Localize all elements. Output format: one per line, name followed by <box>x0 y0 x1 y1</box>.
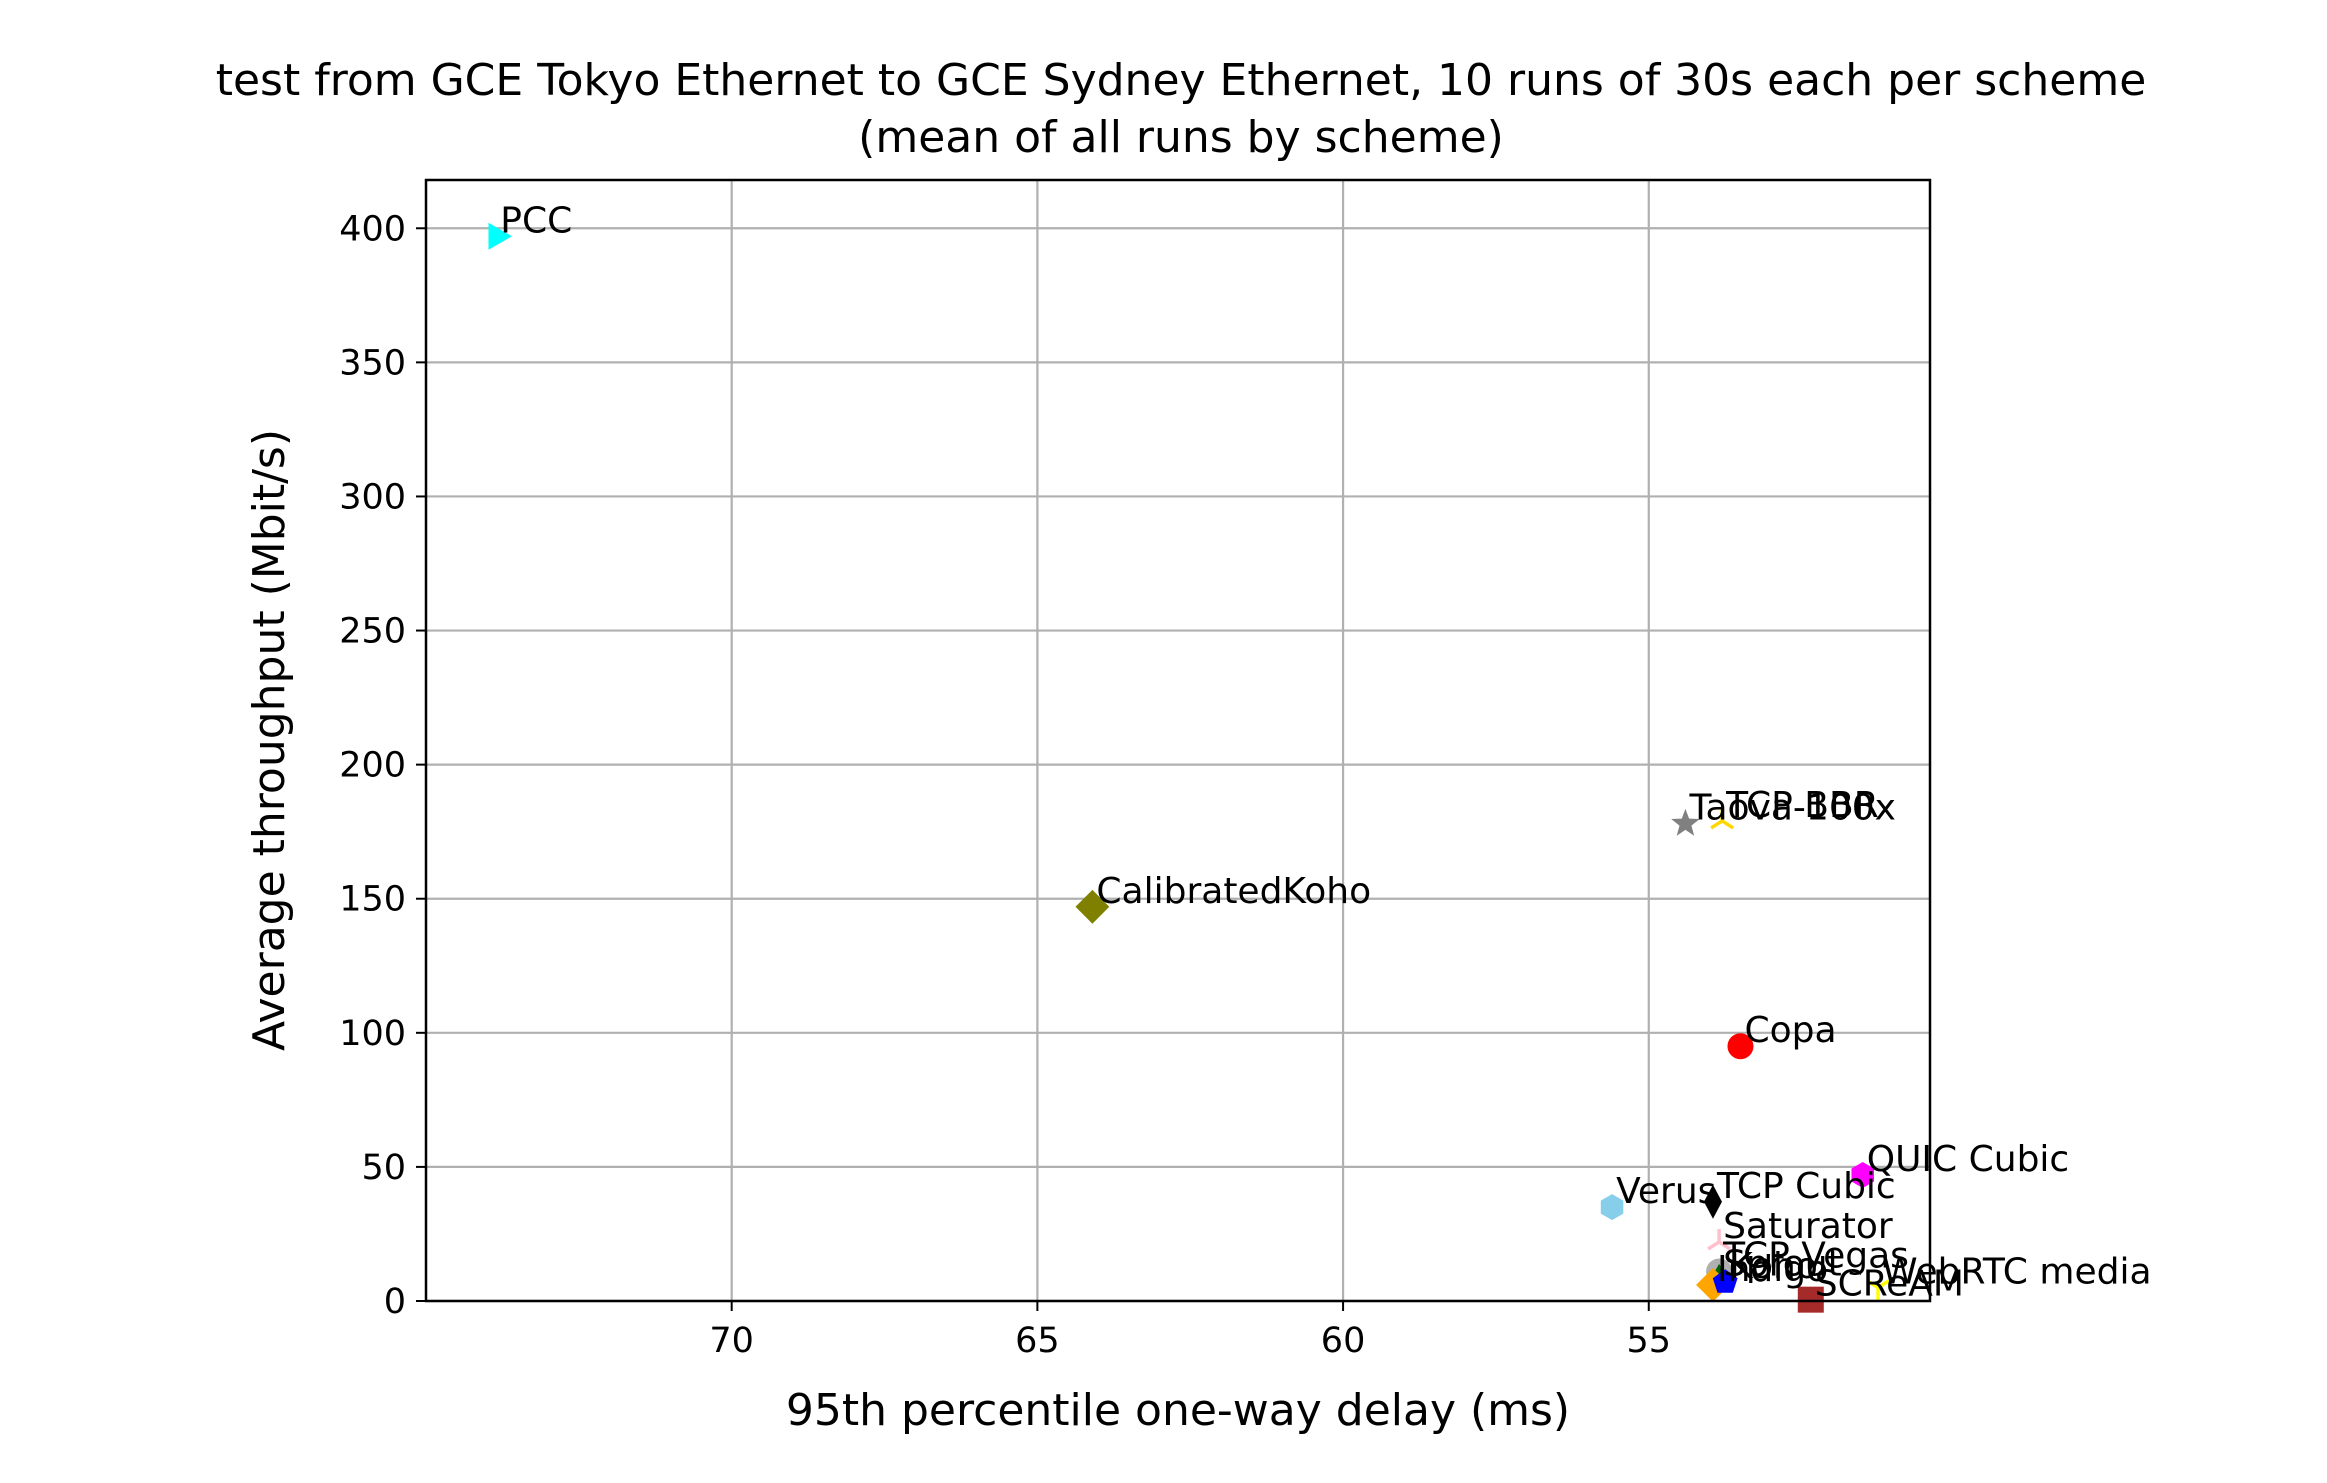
point-quic-cubic-marker <box>1851 1162 1874 1188</box>
point-sprout-label: Sprout <box>1723 1244 1842 1285</box>
point-webrtc-media-label: WebRTC media <box>1882 1252 2151 1293</box>
point-tcp-bbr-marker <box>1710 807 1735 830</box>
x-tick-label: 60 <box>1321 1321 1366 1361</box>
point-indigo-label: Indigo <box>1717 1249 1828 1290</box>
point-tcp-cubic-label: TCP Cubic <box>1716 1166 1896 1207</box>
point-copa-label: Copa <box>1744 1010 1836 1051</box>
plot-frame <box>424 178 1932 1303</box>
y-tick-label: 50 <box>361 1148 406 1188</box>
point-taova-100x-marker <box>1671 808 1700 836</box>
point-verus-label: Verus <box>1616 1171 1716 1212</box>
data-points <box>488 222 1890 1313</box>
point-verus-marker <box>1600 1194 1624 1221</box>
x-tick-label: 70 <box>709 1321 754 1361</box>
y-tick-label: 400 <box>339 209 406 249</box>
y-tick-label: 350 <box>339 343 406 383</box>
point-pcc-marker <box>488 222 512 250</box>
point-saturator-label: Saturator <box>1723 1206 1893 1247</box>
y-tick-label: 200 <box>339 746 406 786</box>
x-tick-label: 55 <box>1626 1321 1671 1361</box>
point-calibratedkoho-marker <box>1075 889 1110 924</box>
point-koho-marker <box>1712 1269 1738 1293</box>
point-taova-100x-label: Taova-100x <box>1688 788 1896 829</box>
point-koho-label: Koho <box>1729 1246 1818 1287</box>
point-scream-marker <box>1797 1286 1824 1313</box>
x-axis-label: 95th percentile one-way delay (ms) <box>786 1385 1570 1436</box>
point-tcp-vegas-label: TCP Vegas <box>1722 1236 1909 1277</box>
y-tick-label: 250 <box>339 612 406 652</box>
point-tcp-cubic-marker <box>1703 1184 1722 1219</box>
point-tcp-bbr-label: TCP BBR <box>1725 785 1879 826</box>
y-axis-label: Average throughput (Mbit/s) <box>244 429 295 1051</box>
chart-title: test from GCE Tokyo Ethernet to GCE Sydn… <box>216 55 2147 106</box>
y-tick-label: 100 <box>339 1014 406 1054</box>
point-calibratedkoho-label: CalibratedKoho <box>1096 871 1371 912</box>
y-tick-label: 150 <box>339 880 406 920</box>
axis-ticks: 70 65 60 55 0 50 100 150 200 250 300 350 400 <box>339 209 1671 1361</box>
point-quic-cubic-label: QUIC Cubic <box>1867 1139 2069 1180</box>
chart-subtitle: (mean of all runs by scheme) <box>858 112 1504 163</box>
point-copa-marker <box>1727 1033 1754 1060</box>
point-scream-label: SCReAM <box>1815 1264 1964 1305</box>
y-tick-label: 0 <box>384 1282 406 1322</box>
y-tick-label: 300 <box>339 477 406 517</box>
grid <box>426 180 1930 1303</box>
point-pcc-label: PCC <box>500 200 572 241</box>
x-tick-label: 65 <box>1015 1321 1060 1361</box>
point-saturator-marker <box>1707 1229 1732 1251</box>
point-webrtc-media-marker <box>1866 1279 1890 1301</box>
